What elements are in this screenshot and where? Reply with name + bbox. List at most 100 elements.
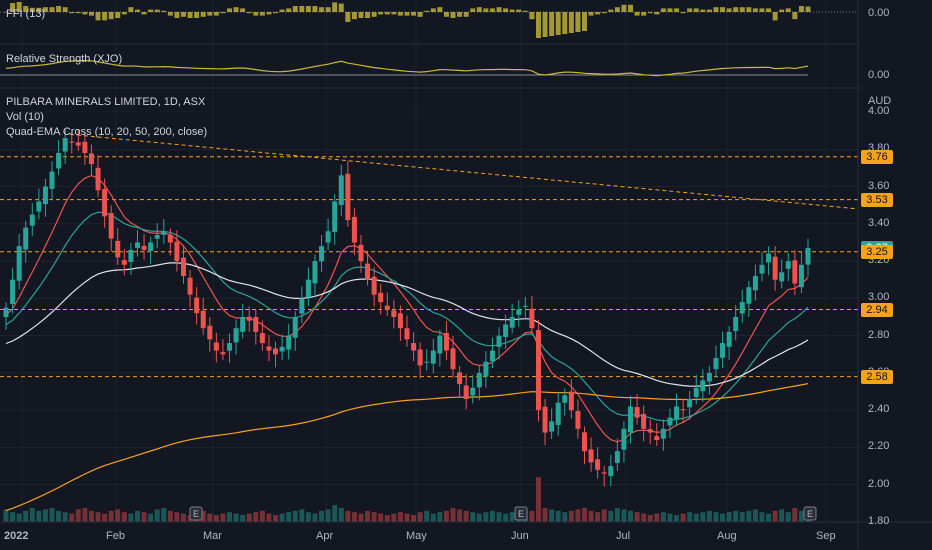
volume-bar <box>384 515 390 522</box>
volume-bar <box>726 512 732 522</box>
volume-bar <box>457 509 463 522</box>
candle-body <box>128 249 134 262</box>
ffi-bar <box>549 12 555 36</box>
ema-legend[interactable]: Quad-EMA Cross (10, 20, 50, 200, close) <box>6 126 208 138</box>
price-tag: 3.53 <box>861 192 893 207</box>
price-tick-label: 3.00 <box>868 291 890 304</box>
ffi-bar <box>16 2 22 12</box>
candle-body <box>82 141 88 153</box>
candle-body <box>483 361 489 377</box>
ffi-bar <box>128 7 134 12</box>
candle-body <box>141 245 147 250</box>
volume-bar <box>450 508 456 522</box>
ffi-bar <box>437 7 443 12</box>
ffi-bar <box>647 12 653 14</box>
date-tick-label: May <box>406 530 427 542</box>
ffi-bar <box>141 12 147 15</box>
volume-bar <box>634 512 640 522</box>
candle-body <box>56 153 62 169</box>
candle-body <box>365 263 371 280</box>
price-tick-label: 2.00 <box>868 477 890 490</box>
ffi-bar <box>115 12 121 18</box>
ffi-bar <box>568 12 574 33</box>
ffi-bar <box>95 12 101 21</box>
volume-bar <box>240 515 246 522</box>
candle-body <box>42 186 48 205</box>
volume-bar <box>134 510 140 522</box>
candle-body <box>220 352 226 355</box>
ffi-bar <box>621 4 627 12</box>
volume-bar <box>430 513 436 522</box>
volume-bar <box>614 508 620 522</box>
volume-bar <box>128 513 134 522</box>
volume-legend[interactable]: Vol (10) <box>6 111 44 123</box>
ffi-bar <box>174 12 180 18</box>
ffi-label[interactable]: FFI (13) <box>6 8 46 20</box>
ffi-bar <box>733 7 739 12</box>
candle-body <box>286 335 292 350</box>
volume-bar <box>167 510 173 522</box>
volume-bar <box>148 513 154 522</box>
ffi-bar <box>134 9 140 12</box>
earnings-icon-letter: E <box>807 509 813 519</box>
ffi-bar <box>102 12 108 21</box>
candle-body <box>726 331 732 347</box>
ffi-bar <box>726 8 732 12</box>
volume-bar <box>75 509 81 522</box>
ffi-bar <box>154 9 160 12</box>
candle-body <box>404 328 410 340</box>
volume-bar <box>417 512 423 522</box>
volume-bar <box>213 515 219 522</box>
ffi-bar <box>391 12 397 15</box>
symbol-title[interactable]: PILBARA MINERALS LIMITED, 1D, ASX <box>6 96 206 108</box>
candle-body <box>62 138 68 152</box>
candle-body <box>69 141 75 143</box>
volume-bar <box>588 510 594 522</box>
ffi-bar <box>351 12 357 20</box>
candle-body <box>766 253 772 263</box>
ffi-bar <box>121 12 127 15</box>
candle-body <box>496 335 502 347</box>
earnings-icon-box <box>189 506 203 521</box>
volume-bar <box>102 513 108 522</box>
volume-bar <box>404 513 410 522</box>
ffi-bar <box>693 8 699 12</box>
ffi-bar <box>509 9 515 12</box>
price-tick-label: 4.00 <box>868 105 890 117</box>
ffi-bar <box>338 3 344 12</box>
candle-body <box>733 317 739 332</box>
rs-label[interactable]: Relative Strength (XJO) <box>6 53 123 65</box>
candle-body <box>194 297 200 314</box>
ffi-bar <box>325 7 331 12</box>
volume-bar <box>549 509 555 522</box>
ffi-bar <box>187 12 193 18</box>
candle-body <box>674 406 680 420</box>
candle-body <box>628 406 634 433</box>
ffi-bar <box>766 8 772 12</box>
ffi-bar <box>720 7 726 12</box>
ffi-bar <box>69 12 75 14</box>
candle-body <box>259 333 265 344</box>
ffi-bar <box>529 12 535 20</box>
candle-body <box>443 332 449 351</box>
volume-bar <box>305 512 311 522</box>
volume-bar <box>746 510 752 522</box>
ffi-bar <box>207 12 213 16</box>
volume-bar <box>115 509 121 522</box>
volume-bar <box>358 513 364 522</box>
ffi-bar <box>82 12 88 15</box>
candle-body <box>167 234 173 243</box>
candle-body <box>108 213 114 239</box>
candle-body <box>568 391 574 411</box>
candle-body <box>154 235 160 239</box>
candle-body <box>680 409 686 411</box>
volume-bar <box>542 508 548 522</box>
candle-body <box>351 216 357 243</box>
candle-body <box>522 305 528 307</box>
ffi-bar <box>503 8 509 12</box>
candle-body <box>233 328 239 343</box>
candle-body <box>720 343 726 358</box>
candle-body <box>424 361 430 363</box>
earnings-icon-letter: E <box>193 509 199 519</box>
